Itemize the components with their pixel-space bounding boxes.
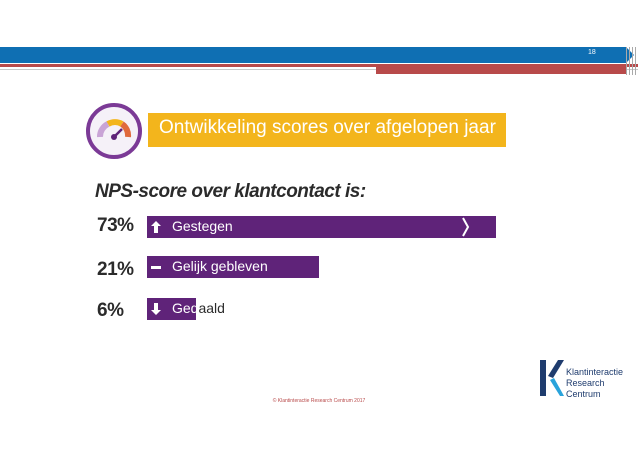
- header-stripes: [626, 47, 638, 75]
- logo-line-3: Centrum: [566, 389, 601, 399]
- category-label-gestegen: Gestegen: [172, 218, 233, 234]
- logo-line-2: Research: [566, 378, 605, 388]
- copyright-footer: © Klantinteractie Research Centrum 2017: [272, 398, 366, 404]
- minus-icon: [151, 266, 161, 269]
- value-label-gestegen: 73%: [97, 215, 134, 236]
- gauge-icon: [97, 119, 132, 140]
- header-accent-line: [0, 64, 638, 67]
- arrow-up-icon: [151, 221, 161, 233]
- bar-gelijk-gebleven: [147, 256, 320, 278]
- chart-title: NPS-score over klantcontact is:: [95, 181, 366, 202]
- logo-mark-icon: [540, 360, 564, 396]
- slide-title: Ontwikkeling scores over afgelopen jaar: [159, 117, 496, 138]
- logo-line-1: Klantinteractie: [566, 367, 624, 377]
- bar-gedaald: [147, 298, 197, 320]
- gauge-icon-badge: [86, 103, 142, 159]
- value-label-gedaald: 6%: [97, 300, 124, 321]
- category-label-gedaald: Gedaald: [172, 300, 225, 316]
- title-band: [148, 113, 506, 147]
- category-label-gelijk: Gelijk gebleven: [172, 258, 268, 274]
- header-bar: [0, 47, 626, 63]
- axis-break-mark: [462, 217, 470, 237]
- header-divider: [0, 69, 638, 70]
- arrow-down-icon: [151, 303, 161, 315]
- bar-gestegen: [147, 216, 496, 238]
- value-label-gelijk: 21%: [97, 259, 134, 280]
- page-number: 18: [588, 49, 596, 56]
- header-accent-block: [376, 67, 626, 74]
